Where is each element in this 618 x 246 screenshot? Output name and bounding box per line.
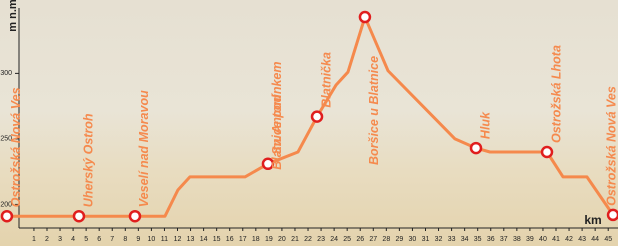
x-tick-label: 36: [487, 236, 495, 243]
x-tick-label: 33: [448, 236, 456, 243]
x-tick-label: 8: [123, 236, 127, 243]
page: {"chart_data": {"type": "line", "y_label…: [0, 0, 618, 246]
x-tick-label: 32: [435, 236, 443, 243]
stop-label: Blatnice podSv. Antonínkem: [270, 61, 284, 169]
x-tick-label: 6: [97, 236, 101, 243]
x-tick-label: 27: [369, 236, 377, 243]
x-tick-label: 24: [330, 236, 338, 243]
stop-marker: [74, 211, 84, 221]
x-tick-label: 2: [45, 236, 49, 243]
x-tick-label: 9: [136, 236, 140, 243]
x-tick-label: 41: [552, 236, 560, 243]
x-tick-label: 43: [578, 236, 586, 243]
stop-label: Hluk: [478, 111, 492, 139]
x-tick-label: 5: [84, 236, 88, 243]
chart: m n.m. km 200250300123456789101112131415…: [0, 0, 618, 246]
x-tick-label: 22: [304, 236, 312, 243]
stop-label: Ostrožská Nová Ves: [9, 87, 23, 207]
x-tick-label: 39: [526, 236, 534, 243]
x-tick-label: 31: [422, 236, 430, 243]
stop-label: Boršice u Blatnice: [367, 56, 381, 165]
x-tick-label: 42: [565, 236, 573, 243]
x-tick-label: 21: [291, 236, 299, 243]
x-tick-label: 28: [382, 236, 390, 243]
x-tick-label: 10: [148, 236, 156, 243]
stop-label: Ostrožská Nová Ves: [604, 86, 618, 206]
x-tick-label: 38: [513, 236, 521, 243]
x-tick-label: 14: [200, 236, 208, 243]
x-tick-label: 16: [226, 236, 234, 243]
x-tick-label: 18: [252, 236, 260, 243]
stop-label-line: Sv. Antonínkem: [270, 61, 284, 154]
stop-marker: [2, 211, 12, 221]
x-tick-label: 29: [395, 236, 403, 243]
x-tick-label: 17: [239, 236, 247, 243]
x-tick-label: 23: [317, 236, 325, 243]
x-tick-label: 40: [539, 236, 547, 243]
y-axis-label: m n.m.: [7, 0, 19, 32]
stop-label: Ostrožská Lhota: [549, 45, 563, 143]
x-tick-label: 20: [278, 236, 286, 243]
x-tick-label: 11: [161, 236, 168, 243]
x-tick-label: 45: [604, 236, 612, 243]
stop-marker: [542, 147, 552, 157]
stop-label: Uherský Ostroh: [81, 113, 95, 207]
x-tick-label: 3: [58, 236, 62, 243]
x-tick-label: 25: [343, 236, 351, 243]
x-tick-label: 35: [474, 236, 482, 243]
x-tick-label: 13: [187, 236, 195, 243]
stop-marker: [360, 12, 370, 22]
stop-marker: [130, 211, 140, 221]
x-tick-label: 30: [409, 236, 417, 243]
stop-label: Veselí nad Moravou: [137, 90, 151, 207]
y-tick-label: 300: [0, 70, 12, 77]
stop-label: Blatnička: [319, 52, 333, 108]
x-tick-label: 12: [174, 236, 182, 243]
stop-marker: [608, 210, 618, 220]
x-tick-label: 15: [213, 236, 221, 243]
x-tick-label: 37: [500, 236, 508, 243]
x-tick-label: 4: [71, 236, 75, 243]
x-tick-label: 34: [461, 236, 469, 243]
x-tick-label: 26: [356, 236, 364, 243]
x-axis-label: km: [584, 213, 601, 227]
stop-marker: [471, 143, 481, 153]
x-tick-label: 19: [265, 236, 273, 243]
x-tick-label: 44: [591, 236, 599, 243]
x-tick-label: 7: [110, 236, 114, 243]
stop-marker: [312, 112, 322, 122]
x-tick-label: 1: [32, 236, 36, 243]
